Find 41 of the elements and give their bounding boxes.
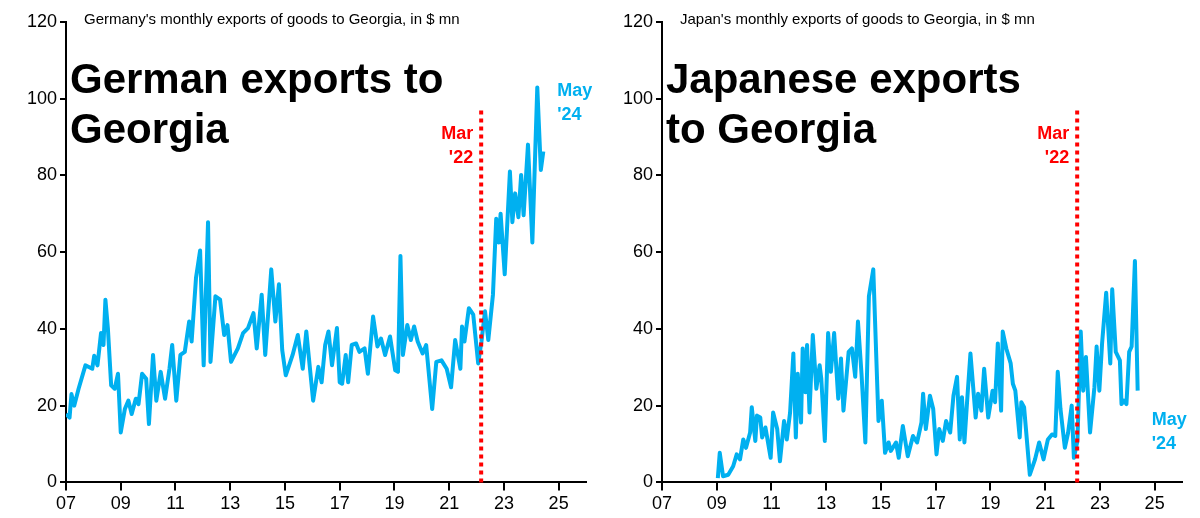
ref-line-label: Mar '22 bbox=[441, 123, 474, 168]
y-tick-label: 40 bbox=[36, 317, 57, 338]
x-tick-label: 17 bbox=[925, 493, 946, 514]
y-tick-label: 0 bbox=[46, 471, 57, 492]
x-tick-label: 19 bbox=[384, 493, 405, 514]
x-tick-label: 23 bbox=[493, 493, 514, 514]
x-tick-label: 17 bbox=[329, 493, 350, 514]
chart-subtitle: Japan's monthly exports of goods to Georgia, in $ mn bbox=[680, 9, 1035, 27]
x-tick-label: 13 bbox=[220, 493, 241, 514]
x-tick-label: 21 bbox=[439, 493, 460, 514]
x-tick-label: 23 bbox=[1089, 493, 1110, 514]
y-tick-label: 60 bbox=[36, 241, 57, 262]
x-tick-label: 11 bbox=[166, 493, 185, 514]
y-tick-label: 120 bbox=[26, 10, 57, 31]
x-tick-label: 07 bbox=[651, 493, 673, 514]
x-tick-label: 11 bbox=[762, 493, 781, 514]
annotation: May '24 bbox=[557, 79, 593, 124]
x-tick-label: 15 bbox=[870, 493, 891, 514]
y-tick-label: 0 bbox=[642, 471, 653, 492]
x-tick-label: 13 bbox=[816, 493, 837, 514]
x-tick-label: 25 bbox=[1144, 493, 1165, 514]
x-tick-label: 07 bbox=[55, 493, 77, 514]
x-tick-label: 19 bbox=[980, 493, 1001, 514]
x-tick-label: 09 bbox=[706, 493, 727, 514]
x-tick-label: 25 bbox=[548, 493, 569, 514]
y-tick-label: 100 bbox=[622, 87, 653, 108]
y-tick-label: 20 bbox=[632, 394, 653, 415]
x-tick-label: 15 bbox=[274, 493, 295, 514]
y-tick-label: 120 bbox=[622, 10, 653, 31]
ref-line-label: Mar '22 bbox=[1037, 123, 1070, 168]
y-tick-label: 40 bbox=[632, 317, 653, 338]
x-tick-label: 09 bbox=[110, 493, 131, 514]
y-tick-label: 100 bbox=[26, 87, 57, 108]
text: Japanese exports to Georgia bbox=[666, 54, 1021, 152]
y-tick-label: 80 bbox=[36, 164, 57, 185]
y-tick-label: 20 bbox=[36, 394, 57, 415]
y-tick-label: 80 bbox=[632, 164, 653, 185]
chart-subtitle: Germany's monthly exports of goods to Georgia, in $ mn bbox=[84, 9, 460, 27]
x-tick-label: 21 bbox=[1035, 493, 1056, 514]
annotation: May '24 bbox=[1151, 408, 1187, 453]
y-tick-label: 60 bbox=[632, 241, 653, 262]
